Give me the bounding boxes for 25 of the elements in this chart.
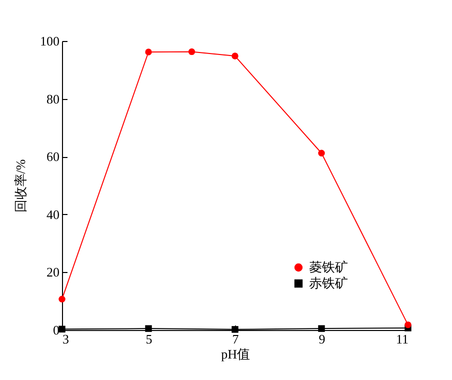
- x-tick-label: 9: [318, 332, 326, 346]
- y-tick-label: 100: [40, 34, 60, 48]
- y-tick-label: 20: [46, 264, 60, 280]
- x-tick-label: 5: [146, 332, 152, 346]
- point: [232, 52, 238, 60]
- y-tick-label: 60: [46, 149, 60, 164]
- point: [404, 321, 412, 328]
- y-tick-label: 80: [46, 91, 60, 106]
- y-tick-label: 40: [46, 206, 60, 222]
- legend-label: 赤铁矿: [309, 276, 348, 290]
- point: [318, 325, 325, 332]
- point: [145, 48, 152, 56]
- point: [145, 325, 152, 332]
- point: [58, 296, 66, 302]
- x-tick-label: 3: [62, 332, 69, 346]
- point: [188, 48, 196, 56]
- y-axis-title: 回收率/%: [13, 159, 28, 213]
- point: [232, 326, 238, 333]
- x-tick-label: 7: [232, 332, 240, 346]
- y-tick-label: 0: [53, 322, 60, 338]
- point: [318, 150, 325, 156]
- x-tick-label: 11: [396, 332, 408, 346]
- x-axis-title: pH值: [221, 346, 250, 362]
- point: [58, 326, 66, 332]
- legend-label: 菱铁矿: [309, 260, 348, 274]
